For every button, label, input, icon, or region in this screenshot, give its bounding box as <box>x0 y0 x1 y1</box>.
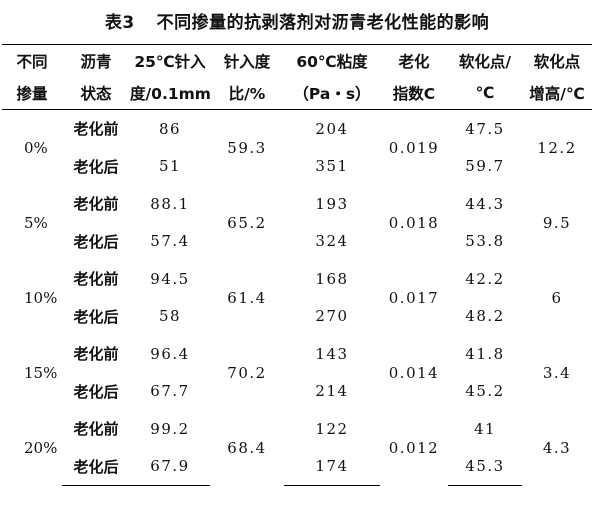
table-caption: 表3 不同掺量的抗剥落剂对沥青老化性能的影响 <box>0 8 594 33</box>
header-softening-point: ℃ <box>448 77 522 110</box>
penetration-cell: 51 <box>158 157 182 176</box>
table-row: 老化后 57.4 324 53.8 <box>2 223 592 261</box>
state-cell: 老化前 <box>73 420 119 439</box>
dosage-cell: 10% <box>24 288 58 307</box>
penetration-cell: 67.7 <box>150 382 190 401</box>
aging-index-cell: 0.019 <box>388 138 440 157</box>
header-row-1: 不同 沥青 25℃针入 针入度 60℃粘度 老化 软化点/ 软化点 <box>2 44 592 77</box>
header-viscosity: （Pa・s） <box>284 77 380 110</box>
table-row: 老化后 58 270 48.2 <box>2 298 592 336</box>
softening-point-cell: 41.8 <box>465 344 505 363</box>
dosage-cell: 15% <box>24 363 58 382</box>
table-row: 老化后 67.9 174 45.3 <box>2 447 592 486</box>
header-penetration-ratio: 比/% <box>210 77 284 110</box>
aging-index-cell: 0.017 <box>388 288 440 307</box>
viscosity-cell: 214 <box>315 382 349 401</box>
state-cell: 老化后 <box>62 447 130 486</box>
header-aging-index: 老化 <box>380 44 448 77</box>
table-row: 老化后 51 351 59.7 <box>2 148 592 186</box>
softening-point-cell: 48.2 <box>465 307 505 326</box>
aging-index-cell: 0.018 <box>388 213 440 232</box>
penetration-cell: 58 <box>158 307 182 326</box>
state-cell: 老化前 <box>73 270 119 289</box>
dosage-cell: 0% <box>24 138 48 157</box>
penetration-ratio-cell: 70.2 <box>227 363 267 382</box>
softening-increase-cell: 9.5 <box>542 213 572 232</box>
header-dosage: 掺量 <box>2 77 62 110</box>
softening-point-cell: 59.7 <box>465 157 505 176</box>
penetration-cell: 57.4 <box>150 232 190 251</box>
state-cell: 老化后 <box>73 382 119 401</box>
viscosity-cell: 143 <box>315 344 349 363</box>
viscosity-cell: 324 <box>315 232 349 251</box>
table-row: 15% 老化前 96.4 70.2 143 0.014 41.8 3.4 <box>2 335 592 382</box>
viscosity-cell: 174 <box>284 447 380 486</box>
penetration-cell: 67.9 <box>130 447 210 486</box>
penetration-cell: 86 <box>158 119 182 138</box>
viscosity-cell: 193 <box>315 194 349 213</box>
aging-performance-table: 不同 沥青 25℃针入 针入度 60℃粘度 老化 软化点/ 软化点 掺量 状态 … <box>2 44 592 486</box>
header-state: 沥青 <box>62 44 130 77</box>
table-title: 不同掺量的抗剥落剂对沥青老化性能的影响 <box>156 13 490 33</box>
softening-increase-cell: 4.3 <box>542 438 572 457</box>
penetration-ratio-cell: 68.4 <box>227 438 267 457</box>
softening-point-cell: 41 <box>473 419 497 438</box>
table-row: 0% 老化前 86 59.3 204 0.019 47.5 12.2 <box>2 110 592 157</box>
state-cell: 老化前 <box>73 120 119 139</box>
header-dosage: 不同 <box>2 44 62 77</box>
viscosity-cell: 168 <box>315 269 349 288</box>
penetration-ratio-cell: 65.2 <box>227 213 267 232</box>
dosage-cell: 5% <box>24 213 48 232</box>
softening-point-cell: 47.5 <box>465 119 505 138</box>
softening-increase-cell: 3.4 <box>542 363 572 382</box>
aging-index-cell: 0.012 <box>388 438 440 457</box>
header-penetration: 度/0.1mm <box>130 77 211 110</box>
header-aging-index: 指数C <box>380 77 448 110</box>
aging-index-cell: 0.014 <box>388 363 440 382</box>
viscosity-cell: 204 <box>315 119 349 138</box>
table-row: 老化后 67.7 214 45.2 <box>2 373 592 411</box>
header-penetration-ratio: 针入度 <box>210 44 284 77</box>
softening-point-cell: 45.3 <box>448 447 522 486</box>
header-softening-increase: 软化点 <box>522 44 592 77</box>
state-cell: 老化后 <box>73 157 119 176</box>
softening-increase-cell: 6 <box>551 288 563 307</box>
penetration-ratio-cell: 59.3 <box>227 138 267 157</box>
viscosity-cell: 351 <box>315 157 349 176</box>
dosage-cell: 20% <box>24 438 58 457</box>
state-cell: 老化后 <box>73 232 119 251</box>
softening-point-cell: 42.2 <box>465 269 505 288</box>
penetration-cell: 96.4 <box>150 344 190 363</box>
softening-point-cell: 44.3 <box>465 194 505 213</box>
viscosity-cell: 122 <box>315 419 349 438</box>
penetration-ratio-cell: 61.4 <box>227 288 267 307</box>
softening-increase-cell: 12.2 <box>537 138 577 157</box>
softening-point-cell: 53.8 <box>465 232 505 251</box>
header-viscosity: 60℃粘度 <box>284 44 380 77</box>
table-row: 20% 老化前 99.2 68.4 122 0.012 41 4.3 <box>2 410 592 457</box>
header-row-2: 掺量 状态 度/0.1mm 比/% （Pa・s） 指数C ℃ 增高/℃ <box>2 77 592 110</box>
penetration-cell: 94.5 <box>150 269 190 288</box>
viscosity-cell: 270 <box>315 307 349 326</box>
state-cell: 老化前 <box>73 345 119 364</box>
table-row: 10% 老化前 94.5 61.4 168 0.017 42.2 6 <box>2 260 592 307</box>
header-state: 状态 <box>62 77 130 110</box>
header-penetration: 25℃针入 <box>130 44 210 77</box>
penetration-cell: 88.1 <box>150 194 190 213</box>
state-cell: 老化前 <box>73 195 119 214</box>
penetration-cell: 99.2 <box>150 419 190 438</box>
table-row: 5% 老化前 88.1 65.2 193 0.018 44.3 9.5 <box>2 185 592 232</box>
softening-point-cell: 45.2 <box>465 382 505 401</box>
header-softening-increase: 增高/℃ <box>522 77 592 110</box>
table-number: 表3 <box>104 13 135 33</box>
header-softening-point: 软化点/ <box>448 44 522 77</box>
state-cell: 老化后 <box>73 307 119 326</box>
